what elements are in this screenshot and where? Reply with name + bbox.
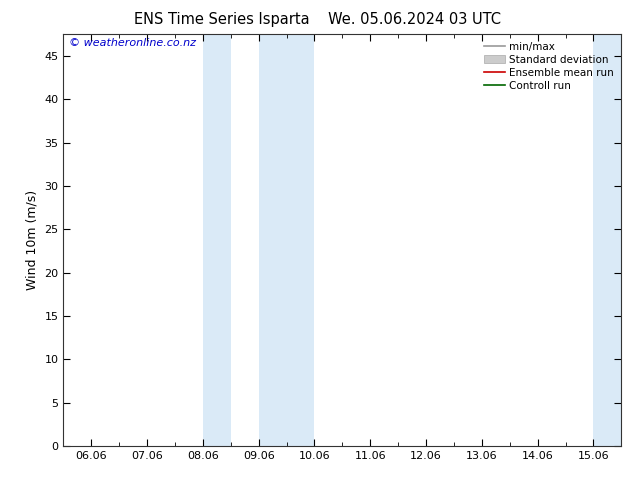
Bar	[593, 34, 621, 446]
Bar	[203, 34, 231, 446]
Legend: min/max, Standard deviation, Ensemble mean run, Controll run: min/max, Standard deviation, Ensemble me…	[482, 40, 616, 93]
Text: ENS Time Series Isparta    We. 05.06.2024 03 UTC: ENS Time Series Isparta We. 05.06.2024 0…	[134, 12, 500, 27]
Bar	[259, 34, 314, 446]
Text: © weatheronline.co.nz: © weatheronline.co.nz	[69, 38, 196, 49]
Y-axis label: Wind 10m (m/s): Wind 10m (m/s)	[26, 190, 39, 290]
